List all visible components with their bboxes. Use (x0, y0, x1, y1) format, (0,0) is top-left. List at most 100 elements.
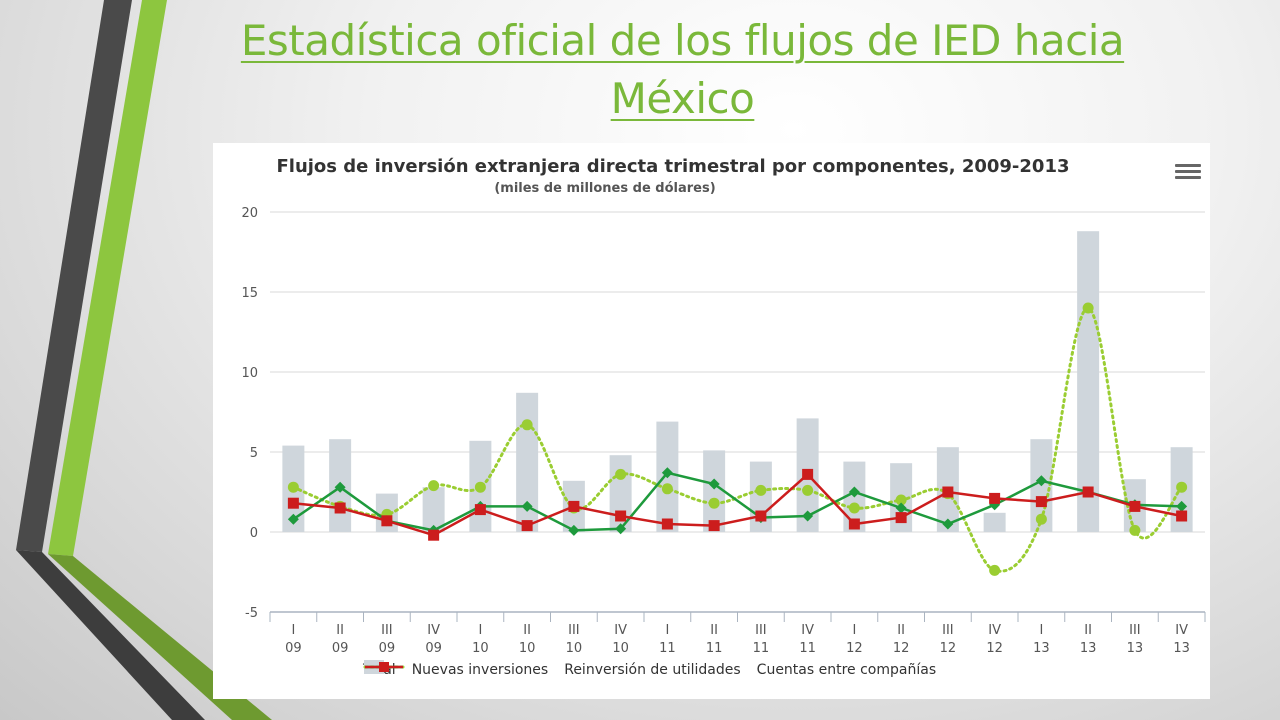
legend-item[interactable]: Cuentas entre compañías (365, 662, 937, 678)
x-tick-label: II (1084, 623, 1092, 638)
nuevas-inversiones-point (1129, 524, 1141, 536)
x-tick-label: IV (801, 623, 814, 638)
legend-item[interactable]: Nuevas inversiones (363, 662, 548, 678)
x-tick-label: 09 (285, 641, 302, 656)
nuevas-inversiones-point (428, 480, 440, 492)
reinversion-point (1176, 500, 1188, 512)
nuevas-inversiones-point (989, 564, 1001, 576)
x-tick-label: 10 (566, 641, 583, 656)
x-tick-label: 11 (799, 641, 816, 656)
nuevas-inversiones-point (802, 484, 814, 496)
nuevas-inversiones-point (1176, 481, 1188, 493)
chart-title: Flujos de inversión extranjera directa t… (276, 156, 1069, 177)
x-tick-label: IV (614, 623, 627, 638)
hamburger-menu-icon[interactable] (1175, 161, 1201, 181)
green-stripe (48, 0, 167, 556)
x-tick-label: II (336, 623, 344, 638)
dark-diagonal (16, 550, 205, 720)
reinversion-point (895, 502, 907, 514)
reinversion-point (568, 524, 580, 536)
x-tick-label: II (710, 623, 718, 638)
nuevas-inversiones-point (848, 502, 860, 514)
cuentas-line (293, 472, 1182, 537)
x-tick-label: 12 (846, 641, 863, 656)
x-tick-label: 09 (379, 641, 396, 656)
x-tick-label: 10 (612, 641, 629, 656)
x-tick-label: 11 (706, 641, 723, 656)
chart-canvas: Flujos de inversión extranjera directa t… (241, 156, 1206, 656)
legend-symbol (365, 662, 403, 672)
reinversion-point (942, 518, 954, 530)
x-tick-label: 10 (472, 641, 489, 656)
cuentas-point (428, 529, 440, 541)
reinversion-point (287, 513, 299, 525)
legend-label: Cuentas entre compañías (756, 662, 937, 678)
cuentas-point (615, 510, 627, 522)
x-tick-label: 10 (519, 641, 536, 656)
x-tick-label: 13 (1033, 641, 1050, 656)
chart-subtitle: (miles de millones de dólares) (494, 181, 715, 196)
y-tick-label: 15 (241, 286, 258, 301)
x-tick-label: I (665, 623, 669, 638)
reinversion-point (334, 481, 346, 493)
nuevas-inversiones-line (291, 306, 1184, 573)
nuevas-inversiones-point (661, 483, 673, 495)
nuevas-inversiones-point (615, 468, 627, 480)
cuentas-point (755, 510, 767, 522)
total-bar (1077, 231, 1100, 532)
cuentas-point (1129, 500, 1141, 512)
x-tick-label: 13 (1127, 641, 1144, 656)
x-tick-label: II (523, 623, 531, 638)
reinversion-point (708, 478, 720, 490)
reinversion-point (848, 486, 860, 498)
total-bar (703, 450, 726, 532)
x-tick-label: IV (988, 623, 1001, 638)
nuevas-inversiones-point (474, 481, 486, 493)
x-tick-label: 12 (893, 641, 910, 656)
cuentas-point (568, 500, 580, 512)
x-tick-label: I (291, 623, 295, 638)
nuevas-inversiones-point (1082, 302, 1094, 314)
y-tick-label: 5 (250, 446, 258, 461)
total-bar (422, 487, 445, 532)
x-tick-label: 12 (986, 641, 1003, 656)
x-tick-label: 12 (940, 641, 957, 656)
cuentas-point (942, 486, 954, 498)
x-tick-label: 13 (1080, 641, 1097, 656)
y-tick-label: 20 (241, 206, 258, 221)
x-tick-label: III (1129, 623, 1141, 638)
y-tick-label: -5 (245, 606, 258, 621)
x-tick-label: 11 (659, 641, 676, 656)
legend-label: Reinversión de utilidades (564, 662, 741, 678)
x-tick-label: III (942, 623, 954, 638)
nuevas-inversiones-point (755, 484, 767, 496)
x-tick-label: I (852, 623, 856, 638)
x-tick-label: 13 (1173, 641, 1190, 656)
chart-panel: Flujos de inversión extranjera directa t… (213, 143, 1210, 699)
cuentas-point (334, 502, 346, 514)
x-tick-label: III (568, 623, 580, 638)
x-tick-label: II (897, 623, 905, 638)
reinversion-line (292, 471, 1182, 532)
slide-title[interactable]: Estadística oficial de los flujos de IED… (240, 16, 1125, 123)
x-tick-label: III (755, 623, 767, 638)
legend-item[interactable]: Reinversión de utilidades (365, 662, 741, 678)
cuentas-point (1035, 496, 1047, 508)
x-tick-label: 09 (332, 641, 349, 656)
reinversion-point (661, 467, 673, 479)
x-tick-label: III (381, 623, 393, 638)
nuevas-inversiones-point (708, 497, 720, 509)
reinversion-point (802, 510, 814, 522)
cuentas-point (895, 512, 907, 524)
cuentas-point (1176, 510, 1188, 522)
dark-stripe (16, 0, 132, 552)
x-tick-label: IV (1175, 623, 1188, 638)
nuevas-inversiones-point (521, 419, 533, 431)
reinversion-point (1035, 475, 1047, 487)
cuentas-point (474, 504, 486, 516)
reinversion-point (615, 523, 627, 535)
nuevas-inversiones-point (287, 481, 299, 493)
cuentas-point (287, 497, 299, 509)
x-tick-label: I (478, 623, 482, 638)
